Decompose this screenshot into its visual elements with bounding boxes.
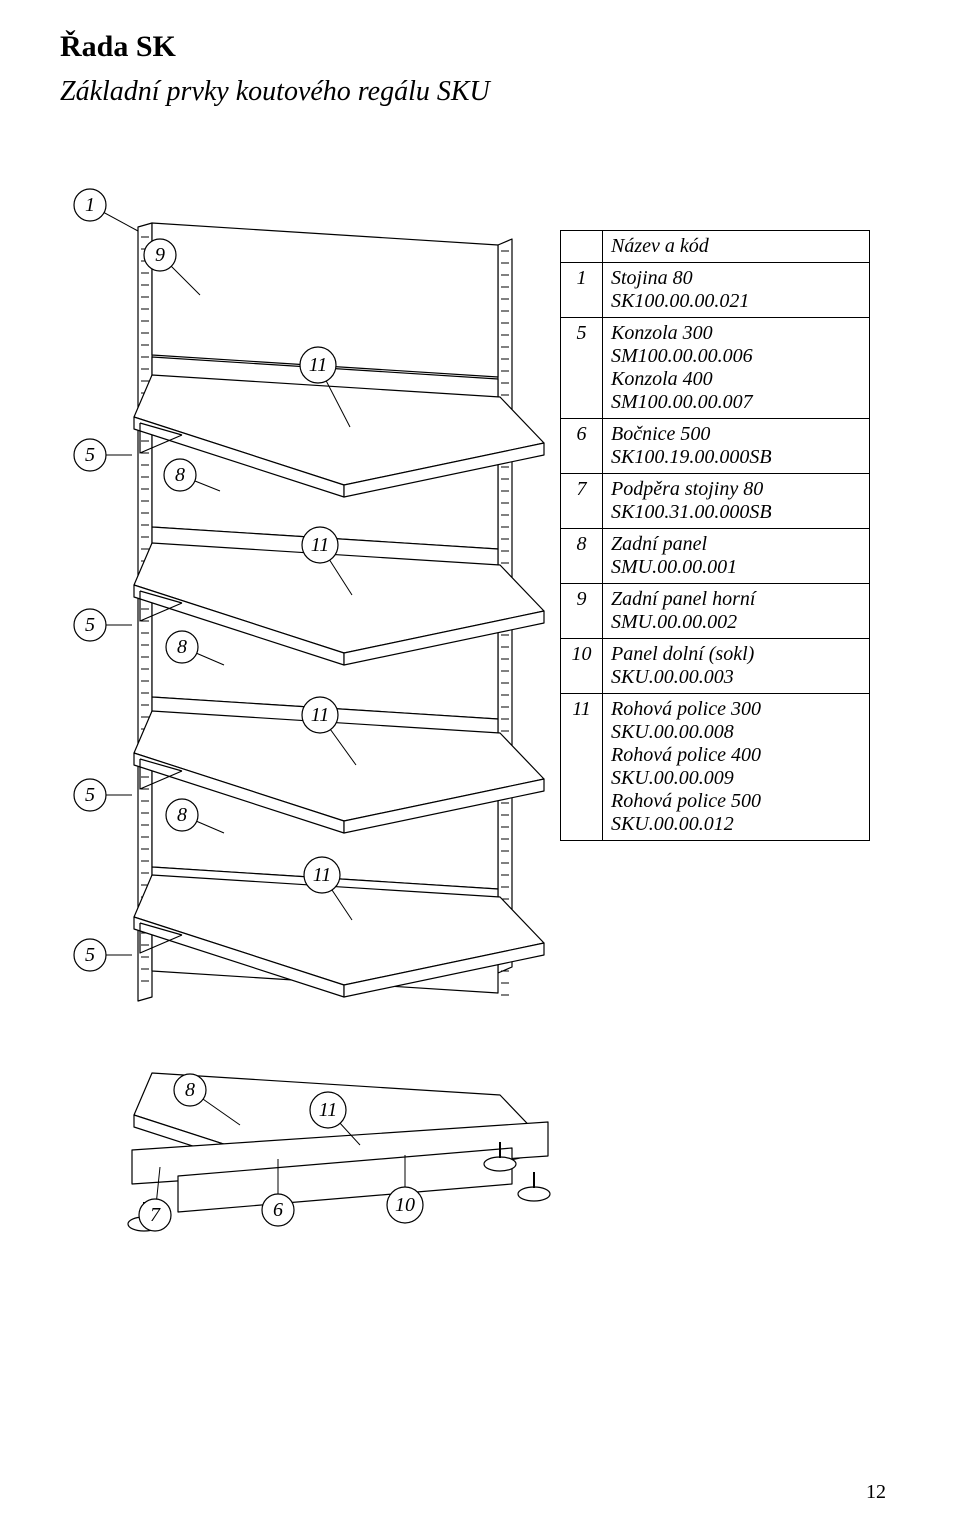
part-number-cell: 8: [561, 529, 603, 584]
part-text-line: Podpěra stojiny 80: [611, 478, 861, 501]
table-row: 7Podpěra stojiny 80SK100.31.00.000SB: [561, 474, 870, 529]
part-number-cell: 7: [561, 474, 603, 529]
part-text-line: SK100.19.00.000SB: [611, 446, 861, 469]
table-header-blank: [561, 231, 603, 263]
part-text-line: Stojina 80: [611, 267, 861, 290]
part-text-line: Konzola 300: [611, 322, 861, 345]
part-text-line: Rohová police 300: [611, 698, 861, 721]
part-number-cell: 9: [561, 584, 603, 639]
part-text-line: SM100.00.00.006: [611, 345, 861, 368]
part-text-line: SMU.00.00.002: [611, 611, 861, 634]
part-text-cell: Zadní panel horníSMU.00.00.002: [603, 584, 870, 639]
series-heading: Řada SK: [60, 30, 900, 64]
table-row: 1Stojina 80SK100.00.00.021: [561, 263, 870, 318]
part-text-cell: Zadní panel SMU.00.00.001: [603, 529, 870, 584]
table-header-label: Název a kód: [603, 231, 870, 263]
part-number-cell: 1: [561, 263, 603, 318]
svg-text:6: 6: [273, 1199, 283, 1221]
svg-text:8: 8: [177, 636, 187, 658]
part-text-line: SKU.00.00.009: [611, 767, 861, 790]
svg-text:11: 11: [309, 354, 328, 376]
svg-text:5: 5: [85, 614, 95, 636]
svg-text:9: 9: [155, 244, 165, 266]
parts-table: Název a kód 1Stojina 80SK100.00.00.0215K…: [560, 230, 870, 841]
table-row: 11Rohová police 300SKU.00.00.008Rohová p…: [561, 694, 870, 841]
part-text-line: SK100.31.00.000SB: [611, 501, 861, 524]
part-text-line: SKU.00.00.003: [611, 666, 861, 689]
table-row: 10Panel dolní (sokl)SKU.00.00.003: [561, 639, 870, 694]
part-text-line: Bočnice 500: [611, 423, 861, 446]
svg-text:11: 11: [311, 704, 330, 726]
svg-text:11: 11: [313, 864, 332, 886]
part-text-cell: Panel dolní (sokl)SKU.00.00.003: [603, 639, 870, 694]
part-text-line: Zadní panel horní: [611, 588, 861, 611]
part-text-line: Panel dolní (sokl): [611, 643, 861, 666]
part-number-cell: 11: [561, 694, 603, 841]
svg-text:10: 10: [395, 1194, 415, 1216]
table-row: 8Zadní panel SMU.00.00.001: [561, 529, 870, 584]
part-text-line: Rohová police 400: [611, 744, 861, 767]
svg-text:11: 11: [311, 534, 330, 556]
part-text-line: SM100.00.00.007: [611, 391, 861, 414]
table-header-row: Název a kód: [561, 231, 870, 263]
svg-text:8: 8: [185, 1079, 195, 1101]
part-number-cell: 10: [561, 639, 603, 694]
part-text-line: Konzola 400: [611, 368, 861, 391]
svg-text:5: 5: [85, 444, 95, 466]
part-text-cell: Stojina 80SK100.00.00.021: [603, 263, 870, 318]
table-row: 9Zadní panel horníSMU.00.00.002: [561, 584, 870, 639]
svg-text:5: 5: [85, 784, 95, 806]
part-text-cell: Rohová police 300SKU.00.00.008Rohová pol…: [603, 694, 870, 841]
part-text-cell: Bočnice 500SK100.19.00.000SB: [603, 419, 870, 474]
part-text-line: SKU.00.00.012: [611, 813, 861, 836]
part-text-line: Rohová police 500: [611, 790, 861, 813]
part-text-cell: Konzola 300SM100.00.00.006Konzola 400SM1…: [603, 318, 870, 419]
svg-text:1: 1: [85, 194, 95, 216]
part-text-line: SK100.00.00.021: [611, 290, 861, 313]
subtitle-heading: Základní prvky koutového regálu SKU: [60, 76, 900, 108]
svg-text:8: 8: [177, 804, 187, 826]
part-text-cell: Podpěra stojiny 80SK100.31.00.000SB: [603, 474, 870, 529]
svg-text:8: 8: [175, 464, 185, 486]
table-row: 6Bočnice 500SK100.19.00.000SB: [561, 419, 870, 474]
part-text-line: SMU.00.00.001: [611, 556, 861, 579]
part-text-line: SKU.00.00.008: [611, 721, 861, 744]
svg-text:7: 7: [150, 1204, 161, 1226]
part-number-cell: 5: [561, 318, 603, 419]
parts-table-container: Název a kód 1Stojina 80SK100.00.00.0215K…: [560, 230, 870, 841]
page-number: 12: [866, 1481, 886, 1504]
svg-text:5: 5: [85, 944, 95, 966]
part-number-cell: 6: [561, 419, 603, 474]
part-text-line: Zadní panel: [611, 533, 861, 556]
exploded-diagram: 1 9 11 5 8 11 5 8 11 5 8 11 5 8 11 7 6 10: [60, 155, 580, 1255]
table-row: 5Konzola 300SM100.00.00.006Konzola 400SM…: [561, 318, 870, 419]
svg-text:11: 11: [319, 1099, 338, 1121]
